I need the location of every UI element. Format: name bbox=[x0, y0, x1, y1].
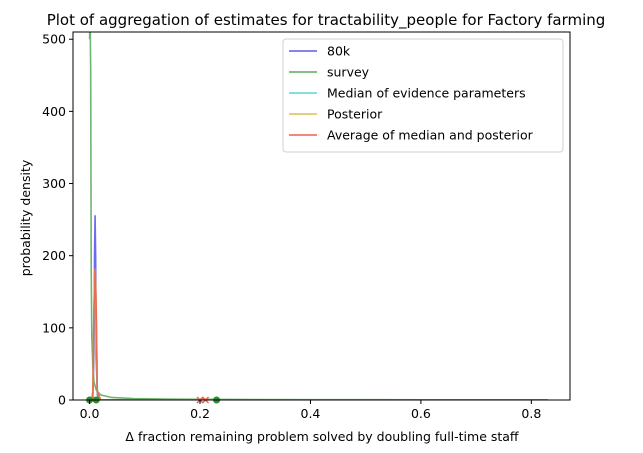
legend-box bbox=[282, 38, 564, 153]
series-line-0 bbox=[89, 215, 548, 400]
series-line-2 bbox=[89, 273, 548, 400]
plot-area bbox=[86, 32, 548, 404]
y-tick-label-5: 500 bbox=[42, 32, 66, 47]
legend-label-0: 80k bbox=[327, 44, 351, 59]
x-tick-label-2: 0.4 bbox=[301, 406, 321, 421]
y-tick-label-3: 300 bbox=[42, 176, 66, 191]
legend: 80k survey Median of evidence parameters Po… bbox=[282, 38, 564, 153]
legend-label-4: Average of median and posterior bbox=[327, 128, 534, 143]
x-tick-label-1: 0.2 bbox=[190, 406, 210, 421]
y-tick-label-0: 0 bbox=[58, 393, 66, 408]
plot-frame bbox=[72, 31, 571, 401]
legend-label-3: Posterior bbox=[327, 107, 383, 122]
y-tick-label-4: 400 bbox=[42, 104, 66, 119]
series-line-3 bbox=[89, 268, 548, 400]
y-tick-label-2: 200 bbox=[42, 248, 66, 263]
x-tick-label-0: 0.0 bbox=[80, 406, 100, 421]
legend-label-1: survey bbox=[327, 65, 370, 80]
y-axis-title: probability density bbox=[18, 159, 33, 276]
x-axis-title: Δ fraction remaining problem solved by d… bbox=[125, 429, 519, 444]
legend-label-2: Median of evidence parameters bbox=[327, 86, 526, 101]
axes: 0.0 0.2 0.4 0.6 0.8 0 100 200 300 400 500 bbox=[42, 31, 571, 421]
y-tick-label-1: 100 bbox=[42, 320, 66, 335]
chart-title: Plot of aggregation of estimates for tra… bbox=[47, 11, 606, 30]
series-line-4 bbox=[89, 268, 548, 400]
x-tick-label-4: 0.8 bbox=[521, 406, 541, 421]
x-tick-label-3: 0.6 bbox=[411, 406, 431, 421]
